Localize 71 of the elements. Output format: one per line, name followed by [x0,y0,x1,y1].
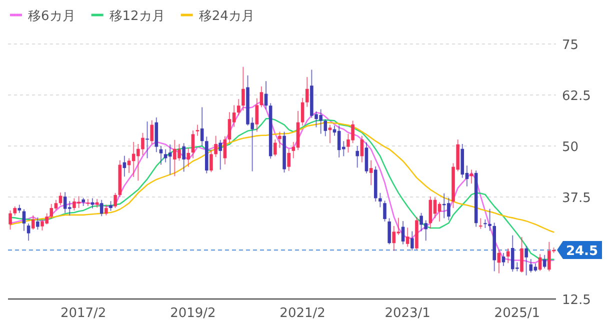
legend-label: 移24カ月 [198,9,254,24]
candlestick [228,112,232,144]
candlestick [191,130,195,159]
candlestick [287,148,290,172]
candlestick [392,225,396,252]
x-tick-label: 2019/2 [170,306,216,321]
candlestick [364,142,368,174]
candlestick [542,254,546,269]
y-tick-label: 62.5 [562,89,591,104]
candlestick [168,144,172,176]
candlestick [109,200,112,212]
ref-line-label: 24.5 [566,244,598,260]
candlestick [360,135,364,163]
candlestick [214,135,218,158]
candlestick [223,136,227,165]
candlestick [274,138,277,157]
line-series [10,122,554,233]
candlestick [524,245,528,276]
candlestick [479,218,482,230]
candlestick [388,218,391,245]
candlestick [520,236,524,273]
candlestick [8,210,12,230]
x-tick-label: 2023/1 [384,306,430,321]
candlestick [242,66,245,112]
candlestick [324,118,328,137]
y-tick-label: 75 [562,38,579,53]
candlestick [104,204,108,216]
candlestick [186,148,190,168]
legend-label: 移12カ月 [109,9,165,24]
candlestick [114,192,117,209]
candlestick [196,124,200,136]
candlestick [50,203,54,220]
candlestick [488,208,492,232]
candlestick [300,97,304,126]
candlestick [200,106,204,146]
x-tick-label: 2021/2 [280,306,326,321]
candlestick [100,199,104,217]
candlestick [26,223,30,242]
y-tick-label: 50 [562,140,579,155]
candlestick [182,142,186,172]
candlestick [260,86,264,108]
candlestick [369,160,373,186]
candlestick [401,220,405,245]
x-tick-label: 2017/2 [60,306,106,321]
candlestick [236,98,240,116]
x-tick-label: 2025/1 [494,306,540,321]
y-tick-label: 37.5 [562,191,591,206]
candlestick [127,158,131,174]
y-tick-label: 12.5 [562,293,591,308]
candlestick [255,98,259,132]
candlestick [218,139,222,170]
candlestick [36,216,40,230]
candlestick [328,124,332,144]
candlestick [428,196,432,229]
candlestick [378,192,382,208]
candlestick [529,258,533,273]
candlestick [150,120,154,144]
candlestick [90,198,94,209]
candlestick [305,76,309,108]
candlestick [406,227,410,248]
legend-label: 移6カ月 [28,9,76,24]
candlestick [278,131,282,149]
candlestick [210,150,213,173]
candlestick [146,121,149,159]
candlestick [356,146,359,168]
candlestick [470,169,474,184]
candlestick [31,214,35,230]
candlestick [410,230,414,251]
candlestick [383,200,386,222]
candlestick [502,252,506,266]
ref-label: 24.5 [557,241,602,260]
